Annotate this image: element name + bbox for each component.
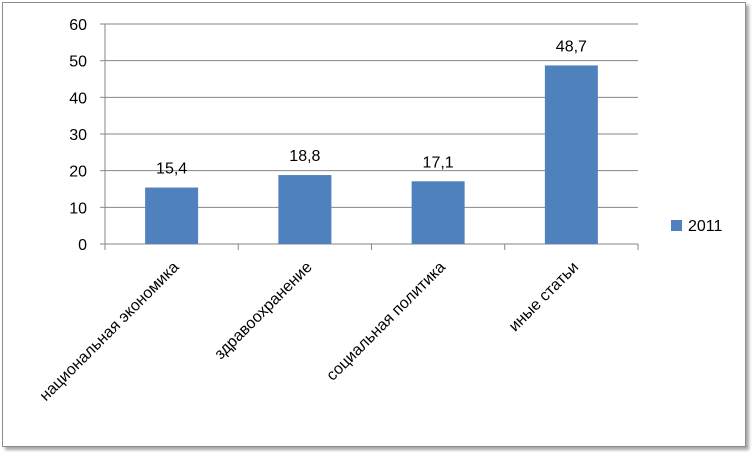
y-tick-label: 60 xyxy=(69,17,87,34)
x-tick-label: социальная политика xyxy=(323,259,449,385)
y-tick-label: 30 xyxy=(69,127,87,144)
data-label: 18,8 xyxy=(289,148,320,165)
x-tick-label: иные статьи xyxy=(506,259,582,335)
bar xyxy=(544,65,598,244)
bar xyxy=(278,175,332,244)
y-tick-label: 40 xyxy=(69,90,87,107)
y-tick-label: 0 xyxy=(78,237,87,254)
chart-frame xyxy=(2,2,746,447)
data-label: 17,1 xyxy=(423,154,454,171)
bar xyxy=(145,187,199,244)
y-tick-label: 50 xyxy=(69,54,87,71)
legend-label: 2011 xyxy=(688,218,723,235)
x-tick-label: здравоохранение xyxy=(212,259,316,363)
legend-swatch xyxy=(671,220,682,231)
bar xyxy=(411,181,465,244)
data-label: 15,4 xyxy=(156,161,187,178)
y-tick-label: 10 xyxy=(69,200,87,217)
x-tick-label: национальная экономика xyxy=(37,259,183,405)
y-tick-label: 20 xyxy=(69,164,87,181)
data-label: 48,7 xyxy=(556,38,587,55)
